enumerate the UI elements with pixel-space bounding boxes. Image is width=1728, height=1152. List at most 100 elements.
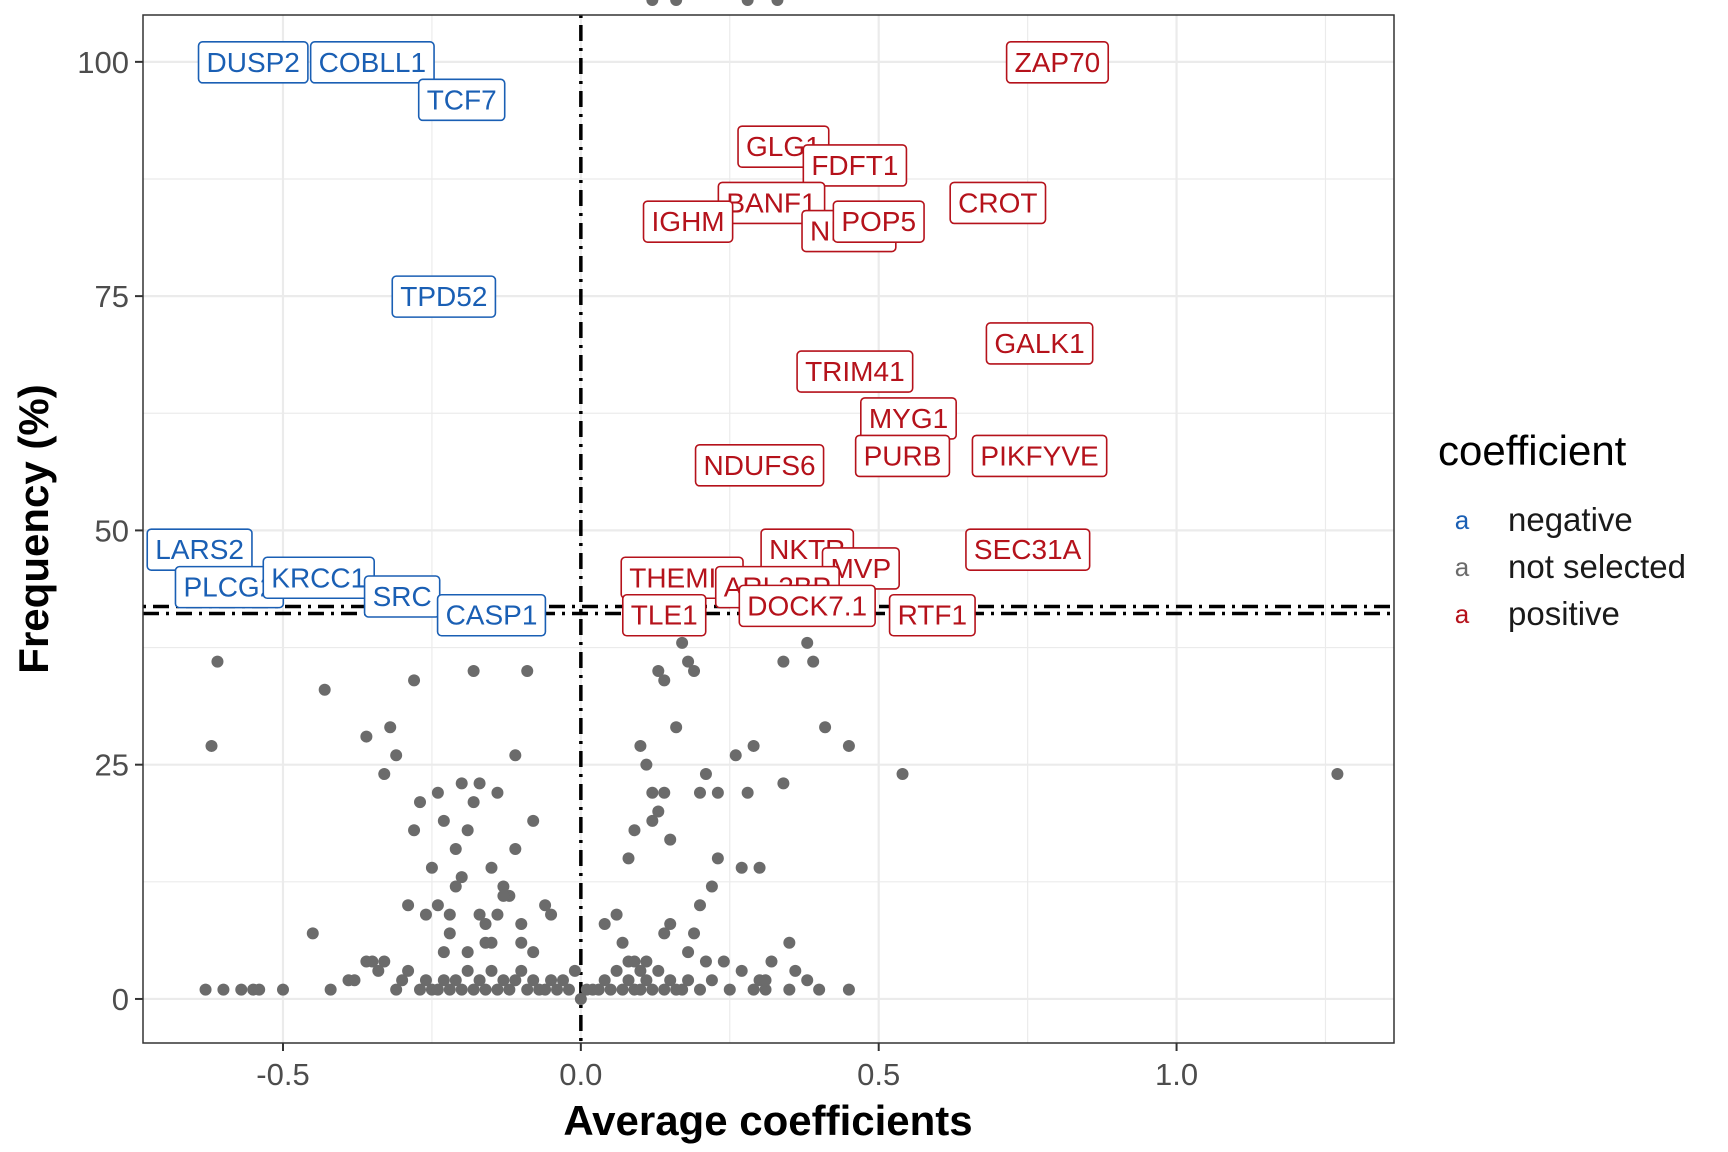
legend-label-negative: negative xyxy=(1508,501,1633,538)
data-point xyxy=(622,974,635,987)
point-label-krcc1: KRCC1 xyxy=(262,556,375,600)
data-point xyxy=(443,908,456,921)
y-axis-title: Frequency (%) xyxy=(10,384,57,673)
y-axis: 0 25 50 75 100 xyxy=(77,45,143,1017)
data-point xyxy=(431,983,444,996)
svg-text:TPD52: TPD52 xyxy=(400,281,487,312)
svg-text:SEC31A: SEC31A xyxy=(974,534,1082,565)
data-point xyxy=(431,786,444,799)
svg-text:GALK1: GALK1 xyxy=(994,328,1084,359)
data-point xyxy=(801,636,814,649)
data-point xyxy=(539,899,552,912)
point-label-galk1: GALK1 xyxy=(985,322,1094,365)
data-point xyxy=(842,983,855,996)
data-point xyxy=(628,824,641,837)
data-point xyxy=(807,655,820,668)
data-point xyxy=(747,983,760,996)
data-point xyxy=(646,0,659,6)
svg-text:POP5: POP5 xyxy=(841,206,916,237)
data-point xyxy=(688,927,701,940)
data-point xyxy=(497,880,510,893)
data-point xyxy=(616,936,629,949)
legend-key-not-selected: a xyxy=(1455,552,1470,582)
svg-text:MYG1: MYG1 xyxy=(869,403,948,434)
data-point xyxy=(652,664,665,677)
y-tick-label: 25 xyxy=(95,748,129,783)
data-point xyxy=(306,927,319,940)
point-label-dock7-1: DOCK7.1 xyxy=(738,584,876,628)
data-point xyxy=(521,983,534,996)
y-tick-label: 50 xyxy=(95,513,129,548)
data-point xyxy=(658,786,671,799)
data-point xyxy=(747,739,760,752)
data-point xyxy=(378,768,391,781)
data-point xyxy=(658,674,671,687)
point-label-zap70: ZAP70 xyxy=(1005,41,1110,84)
data-point xyxy=(455,777,468,790)
svg-text:LARS2: LARS2 xyxy=(155,534,244,565)
data-point xyxy=(461,824,474,837)
svg-text:IGHM: IGHM xyxy=(652,206,725,237)
data-point xyxy=(461,964,474,977)
data-point xyxy=(711,786,724,799)
svg-text:PIKFYVE: PIKFYVE xyxy=(980,440,1098,471)
svg-text:TCF7: TCF7 xyxy=(427,84,497,115)
svg-text:SRC: SRC xyxy=(373,581,432,612)
data-point xyxy=(390,749,403,762)
data-point xyxy=(717,955,730,968)
data-point xyxy=(556,974,569,987)
data-point xyxy=(640,758,653,771)
data-point xyxy=(682,946,695,959)
data-point xyxy=(634,964,647,977)
data-point xyxy=(545,908,558,921)
data-point xyxy=(562,983,575,996)
legend-key-negative: a xyxy=(1455,505,1470,535)
data-point xyxy=(676,636,689,649)
svg-text:ZAP70: ZAP70 xyxy=(1015,47,1101,78)
data-point xyxy=(217,983,230,996)
legend-label-positive: positive xyxy=(1508,595,1620,632)
data-point xyxy=(414,796,427,809)
point-label-trim41: TRIM41 xyxy=(796,350,914,393)
data-point xyxy=(682,974,695,987)
data-point xyxy=(509,749,522,762)
data-point xyxy=(628,955,641,968)
data-point xyxy=(437,974,450,987)
legend-title: coefficient xyxy=(1438,427,1627,474)
data-point xyxy=(485,861,498,874)
data-point xyxy=(735,964,748,977)
data-point xyxy=(640,974,653,987)
data-point xyxy=(789,964,802,977)
data-point xyxy=(503,983,516,996)
data-point xyxy=(658,983,671,996)
data-point xyxy=(777,655,790,668)
data-point xyxy=(646,814,659,827)
data-point xyxy=(449,880,462,893)
data-point xyxy=(670,721,683,734)
data-point xyxy=(366,955,379,968)
data-point xyxy=(670,0,683,6)
point-label-pop5: POP5 xyxy=(832,200,925,243)
svg-text:TLE1: TLE1 xyxy=(631,600,698,631)
data-point xyxy=(461,946,474,959)
data-point xyxy=(324,983,337,996)
data-point xyxy=(699,955,712,968)
x-axis-title: Average coefficients xyxy=(563,1097,972,1144)
data-point xyxy=(688,664,701,677)
data-point xyxy=(759,974,772,987)
data-point xyxy=(610,964,623,977)
data-point xyxy=(527,814,540,827)
data-point xyxy=(467,664,480,677)
x-tick-label: 1.0 xyxy=(1155,1057,1198,1092)
point-label-rtf1: RTF1 xyxy=(888,593,976,637)
data-point xyxy=(455,871,468,884)
legend: coefficient a negative a not selected a … xyxy=(1438,427,1686,632)
data-point xyxy=(741,786,754,799)
data-point xyxy=(479,917,492,930)
data-point xyxy=(276,983,289,996)
point-label-cobll1: COBLL1 xyxy=(309,41,435,84)
data-point xyxy=(771,0,784,6)
y-tick-label: 0 xyxy=(112,982,129,1017)
data-point xyxy=(783,983,796,996)
data-point xyxy=(896,768,909,781)
